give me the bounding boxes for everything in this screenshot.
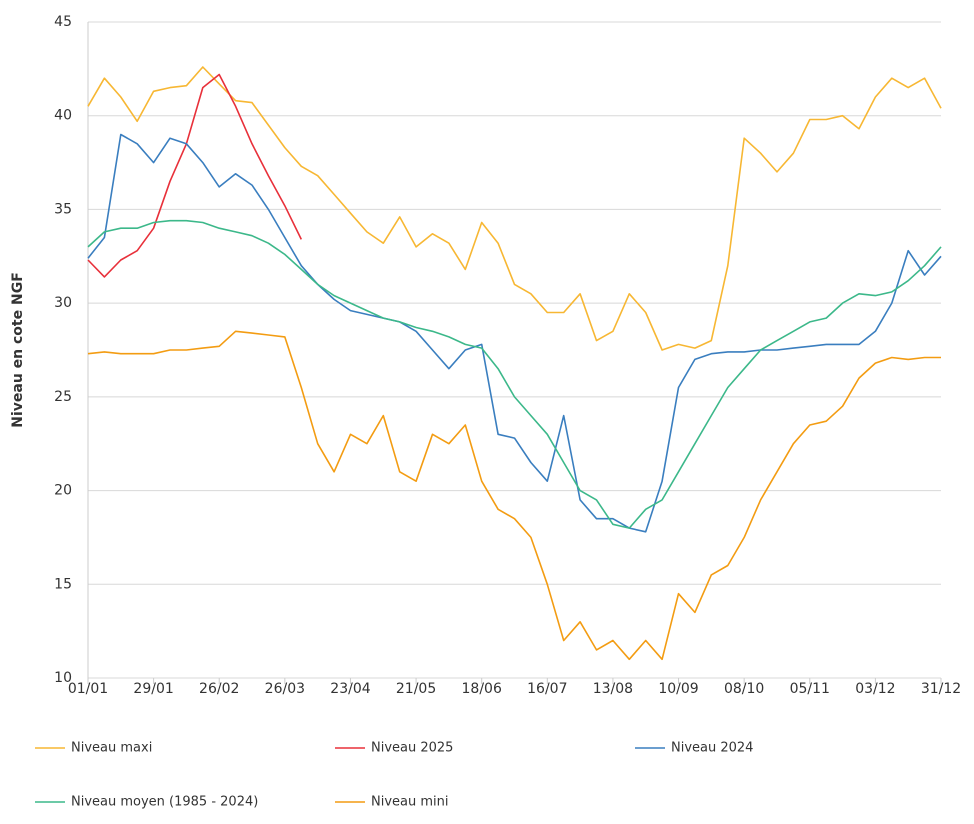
x-tick-label: 18/06 [462,681,502,697]
y-axis-label: Niveau en cote NGF [10,272,26,428]
series-line [87,133,942,533]
y-tick-label: 30 [54,295,72,311]
y-tick-label: 10 [54,670,72,686]
x-tick-label: 03/12 [855,681,895,697]
y-tick-label: 40 [54,108,72,124]
x-tick-label: 08/10 [724,681,764,697]
series-line [87,73,303,278]
x-tick-label: 26/02 [199,681,239,697]
y-tick-label: 25 [54,389,72,405]
x-tick-label: 10/09 [658,681,698,697]
x-tick-label: 13/08 [593,681,633,697]
x-tick-label: 21/05 [396,681,436,697]
y-tick-label: 35 [54,201,72,217]
x-tick-label: 01/01 [68,681,108,697]
x-tick-label: 16/07 [527,681,567,697]
series-line [87,330,941,661]
y-tick-label: 45 [54,14,72,30]
x-tick-label: 05/11 [790,681,830,697]
legend-label: Niveau maxi [71,741,152,756]
x-tick-label: 23/04 [330,681,370,697]
y-tick-label: 20 [54,483,72,499]
x-tick-label: 26/03 [265,681,305,697]
legend-label: Niveau mini [371,795,449,810]
legend-label: Niveau 2024 [671,741,753,756]
series-line [87,219,942,529]
series-line [87,66,942,351]
x-tick-label: 31/12 [921,681,961,697]
x-tick-label: 29/01 [133,681,173,697]
legend-label: Niveau moyen (1985 - 2024) [71,795,258,810]
legend-label: Niveau 2025 [371,741,453,756]
y-tick-label: 15 [54,576,72,592]
